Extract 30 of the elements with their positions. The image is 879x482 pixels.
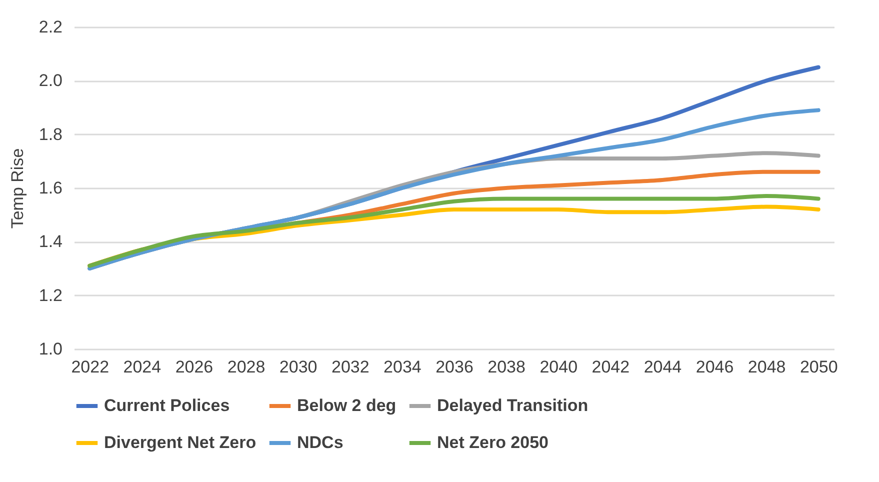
y-tick-label: 1.2: [38, 286, 62, 305]
x-tick-label: 2044: [644, 358, 682, 376]
y-tick-label: 1.8: [38, 124, 62, 144]
y-tick-label: 1.6: [38, 178, 62, 198]
x-tick-label: 2050: [800, 358, 838, 376]
y-tick-label: 2.0: [38, 71, 62, 90]
legend-label: Net Zero 2050: [437, 433, 548, 452]
x-tick-label: 2046: [696, 358, 734, 376]
y-axis-title: Temp Rise: [8, 148, 27, 229]
y-tick-label: 2.2: [38, 18, 62, 36]
x-tick-label: 2038: [488, 358, 526, 376]
x-tick-label: 2024: [123, 358, 162, 376]
y-tick-label: 1.4: [38, 232, 62, 252]
x-tick-label: 2030: [279, 358, 318, 376]
legend-label: Delayed Transition: [437, 396, 588, 415]
legend-label: NDCs: [297, 433, 344, 452]
x-tick-label: 2022: [71, 358, 110, 376]
legend-label: Below 2 deg: [297, 396, 396, 415]
y-tick-label: 1.0: [38, 340, 62, 358]
line-series: [88, 108, 820, 270]
legend-label: Current Polices: [104, 396, 230, 415]
x-tick-label: 2026: [175, 358, 214, 376]
x-tick-label: 2048: [748, 358, 786, 376]
x-tick-label: 2042: [592, 358, 630, 376]
legend-label: Divergent Net Zero: [104, 433, 256, 452]
x-tick-label: 2028: [227, 358, 266, 376]
x-tick-label: 2034: [384, 358, 422, 376]
x-tick-label: 2036: [436, 358, 474, 376]
x-tick-label: 2032: [331, 358, 370, 376]
x-tick-label: 2040: [540, 358, 578, 376]
